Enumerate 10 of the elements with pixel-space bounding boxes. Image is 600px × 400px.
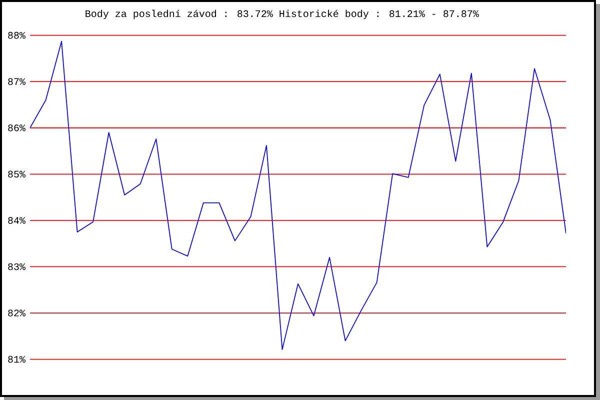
y-tick-label: 82% (8, 310, 26, 316)
line-series (30, 40, 566, 350)
y-tick-label: 86% (8, 124, 26, 132)
y-tick-label: 87% (8, 78, 26, 85)
y-tick-label: 84% (8, 217, 26, 224)
y-tick-label: 81% (8, 356, 26, 363)
y-tick-label: 83% (8, 263, 26, 270)
chart-title: Body za poslední závod : 83.72% Historické body : 81.21% - 87.87% (86, 10, 479, 20)
y-tick-label: 85% (8, 170, 26, 178)
y-tick-label: 88% (8, 32, 26, 39)
